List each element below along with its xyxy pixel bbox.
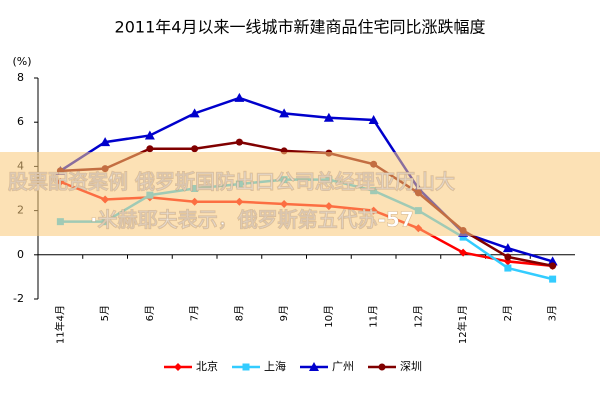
marker (549, 262, 557, 270)
chart-title: 2011年4月以来一线城市新建商品住宅同比涨跌幅度 (115, 18, 486, 37)
marker (547, 256, 558, 266)
legend-label: 北京 (196, 359, 218, 373)
y-tick-label: 6 (17, 115, 24, 128)
marker (323, 112, 334, 122)
x-tick-label: 12年1月 (456, 305, 469, 344)
marker (242, 363, 250, 371)
marker (368, 114, 379, 124)
x-tick-label: 7月 (189, 305, 201, 321)
y-tick-label: 8 (17, 71, 24, 84)
marker (234, 92, 245, 102)
marker (502, 243, 513, 253)
x-tick-label: 11年4月 (53, 305, 66, 344)
marker (100, 137, 111, 147)
x-tick-label: 12月 (412, 305, 424, 328)
legend-label: 上海 (264, 359, 286, 373)
marker (235, 138, 243, 146)
marker (378, 363, 386, 371)
y-tick-label: 0 (17, 248, 24, 261)
y-tick-label: -2 (13, 292, 24, 305)
marker (504, 253, 512, 261)
x-tick-label: 3月 (547, 305, 559, 321)
x-tick-label: 9月 (278, 305, 290, 321)
marker (174, 363, 182, 371)
y-unit: (%) (12, 55, 31, 68)
marker (459, 248, 468, 257)
marker (189, 108, 200, 118)
x-tick-label: 8月 (233, 305, 245, 321)
legend-label: 广州 (332, 360, 354, 373)
marker (146, 145, 154, 153)
x-tick-label: 11月 (368, 305, 380, 328)
marker (309, 362, 319, 371)
x-tick-label: 6月 (144, 305, 156, 321)
marker (549, 275, 557, 283)
overlay-text: 股票配资案例 俄罗斯国防出口公司总经理亚历山大 (8, 170, 455, 194)
x-tick-label: 5月 (99, 305, 111, 321)
marker (504, 264, 512, 272)
marker (459, 233, 467, 241)
marker (144, 130, 155, 140)
legend-label: 深圳 (400, 360, 422, 373)
x-tick-label: 2月 (502, 305, 514, 321)
overlay-band (0, 152, 600, 236)
marker (191, 145, 199, 153)
marker (279, 108, 290, 118)
overlay-text: ·米赫耶夫表示，俄罗斯第五代苏-57 (90, 208, 414, 232)
x-tick-label: 10月 (323, 305, 335, 328)
